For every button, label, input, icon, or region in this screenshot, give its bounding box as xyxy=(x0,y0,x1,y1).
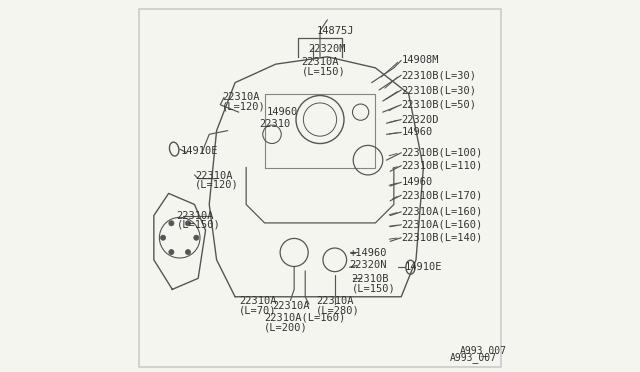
Text: (L=70): (L=70) xyxy=(239,305,276,315)
Text: 14908M: 14908M xyxy=(401,55,439,65)
Text: 22310A: 22310A xyxy=(272,301,310,311)
Circle shape xyxy=(194,235,199,240)
Text: 22310B(L=100): 22310B(L=100) xyxy=(401,148,483,158)
Text: (L=280): (L=280) xyxy=(316,305,360,315)
Text: 22310A: 22310A xyxy=(316,296,354,306)
Text: (L=120): (L=120) xyxy=(195,180,239,190)
Text: (L=150): (L=150) xyxy=(177,220,221,230)
Text: 22320N: 22320N xyxy=(349,260,387,270)
Text: 22310A: 22310A xyxy=(177,211,214,221)
Text: 22310A: 22310A xyxy=(239,296,276,306)
Circle shape xyxy=(169,250,174,255)
Circle shape xyxy=(169,221,174,226)
Text: 22310A(L=160): 22310A(L=160) xyxy=(264,313,345,323)
Text: 22310B(L=140): 22310B(L=140) xyxy=(401,233,483,243)
Text: 22310A: 22310A xyxy=(301,57,339,67)
Text: 22310B(L=170): 22310B(L=170) xyxy=(401,190,483,200)
Text: A993_007: A993_007 xyxy=(460,345,508,356)
Text: 14875J: 14875J xyxy=(316,26,354,36)
Text: 22320D: 22320D xyxy=(401,115,439,125)
Text: (L=200): (L=200) xyxy=(264,322,308,332)
Text: 22310B(L=50): 22310B(L=50) xyxy=(401,100,476,110)
Text: 22310A(L=160): 22310A(L=160) xyxy=(401,220,483,230)
Text: 22310B(L=30): 22310B(L=30) xyxy=(401,85,476,95)
Text: (L=120): (L=120) xyxy=(222,102,266,112)
Text: 22310B(L=110): 22310B(L=110) xyxy=(401,161,483,171)
Text: 14960: 14960 xyxy=(401,177,433,187)
Text: 14910E: 14910E xyxy=(405,262,442,272)
Text: 22310A: 22310A xyxy=(195,171,233,181)
Text: 22310B: 22310B xyxy=(351,274,389,284)
Text: 22310A: 22310A xyxy=(222,92,260,102)
Text: 22320M: 22320M xyxy=(308,44,346,54)
Text: +14960: +14960 xyxy=(349,248,387,258)
Circle shape xyxy=(161,235,166,240)
Text: 14910E: 14910E xyxy=(180,146,218,156)
Circle shape xyxy=(186,250,191,255)
Text: 22310: 22310 xyxy=(259,119,291,129)
Text: (L=150): (L=150) xyxy=(351,283,395,293)
Circle shape xyxy=(186,221,191,226)
Text: (L=150): (L=150) xyxy=(301,67,346,77)
Text: A993_007: A993_007 xyxy=(450,352,497,363)
Text: 14960: 14960 xyxy=(401,128,433,138)
Text: 22310A(L=160): 22310A(L=160) xyxy=(401,207,483,217)
Text: 14960: 14960 xyxy=(266,107,298,117)
Text: 22310B(L=30): 22310B(L=30) xyxy=(401,70,476,80)
